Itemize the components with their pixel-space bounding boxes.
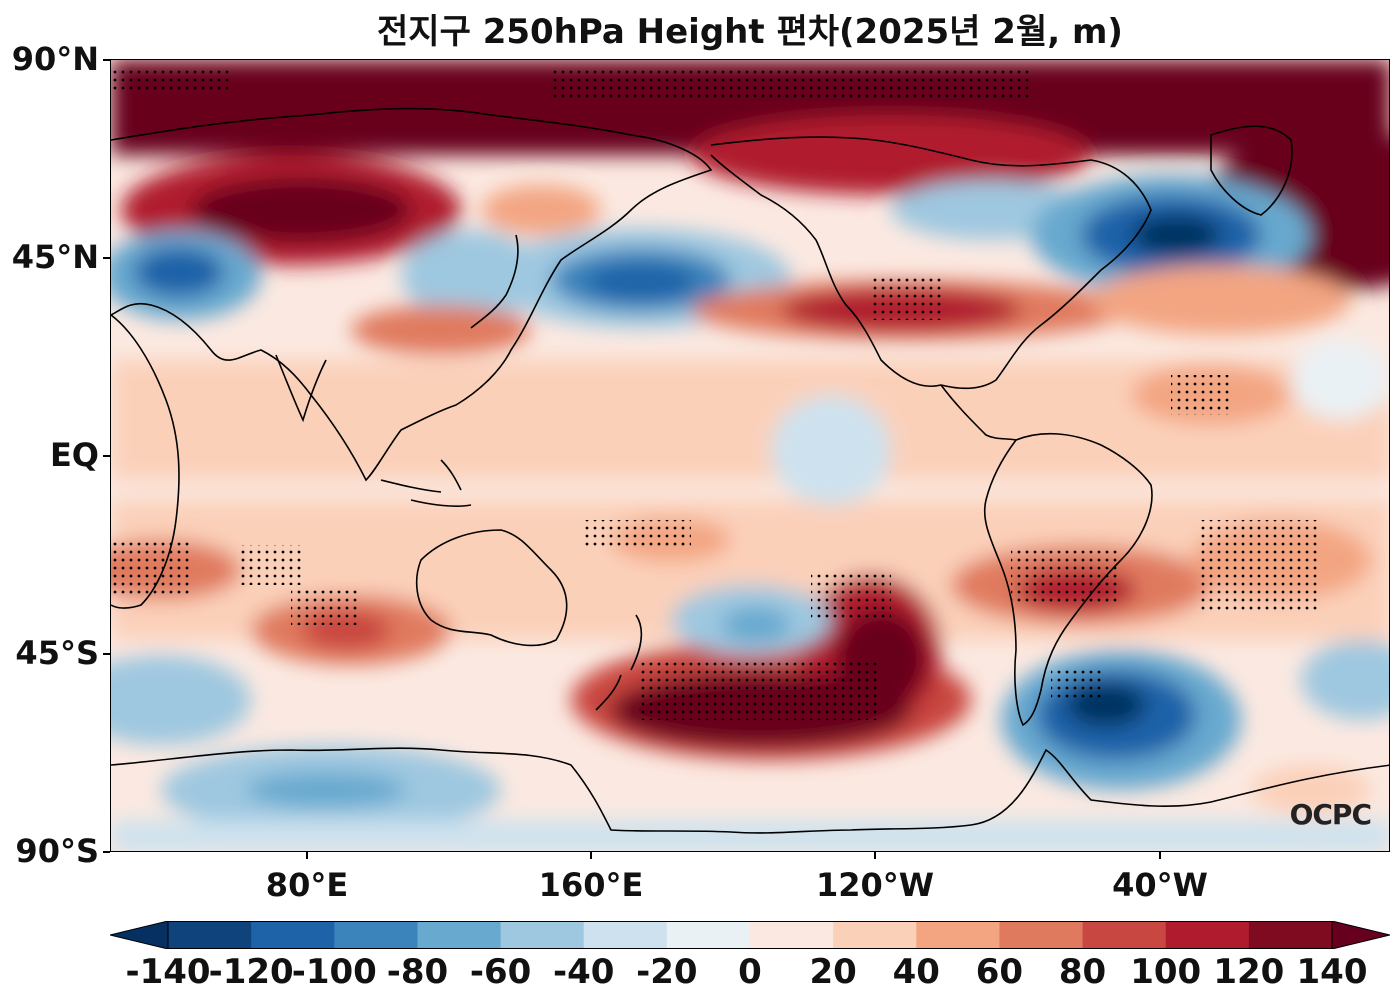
- colorbar-tick-label: 140: [1296, 952, 1368, 992]
- lat-tick: [103, 653, 110, 655]
- colorbar-tick-label: 120: [1213, 952, 1285, 992]
- colorbar-bin: [666, 921, 751, 949]
- lat-label-90n: 90°N: [11, 40, 99, 78]
- lat-tick: [103, 455, 110, 457]
- colorbar-tick-label: 100: [1130, 952, 1202, 992]
- colorbar-tick-label: 80: [1058, 952, 1107, 992]
- lat-tick: [103, 257, 110, 259]
- colorbar-tick-label: -80: [386, 952, 449, 992]
- map-title: 전지구 250hPa Height 편차(2025년 2월, m): [377, 12, 1123, 52]
- colorbar-tick-label: -120: [208, 952, 294, 992]
- colorbar-tick-label: 40: [892, 952, 940, 992]
- lon-tick: [306, 852, 308, 859]
- lon-tick: [1159, 852, 1161, 859]
- colorbar-tick-label: -100: [291, 952, 377, 992]
- lat-label-90s: 90°S: [15, 832, 99, 870]
- lat-label-45s: 45°S: [15, 634, 99, 672]
- colorbar-bin: [1082, 921, 1167, 949]
- colorbar-bin: [168, 921, 252, 949]
- lon-tick: [590, 852, 592, 859]
- colorbar-tick-label: 0: [738, 952, 762, 992]
- lon-label-160e: 160°E: [538, 866, 644, 904]
- lat-tick: [103, 59, 110, 61]
- colorbar-bin: [916, 921, 1000, 949]
- colorbar-tick-label: -140: [125, 952, 211, 992]
- colorbar-bin: [750, 921, 834, 949]
- colorbar-bin: [251, 921, 335, 949]
- colorbar-tick-label: -20: [636, 952, 698, 992]
- colorbar-bin: [1248, 921, 1333, 949]
- colorbar-bin: [833, 921, 917, 949]
- colorbar-tick-label: -40: [552, 952, 615, 992]
- colorbar: [110, 921, 1390, 949]
- colorbar-extend-min: [110, 921, 169, 949]
- colorbar-tick-label: 60: [975, 952, 1024, 992]
- colorbar-bin: [417, 921, 502, 949]
- colorbar-bin: [1165, 921, 1250, 949]
- lat-label-eq: EQ: [49, 436, 99, 474]
- lon-label-80e: 80°E: [265, 866, 349, 904]
- colorbar-tick-label: -60: [469, 952, 532, 992]
- colorbar-bin: [999, 921, 1084, 949]
- lat-tick: [103, 851, 110, 853]
- ocpc-logo: OCPC: [1289, 798, 1372, 831]
- colorbar-tick-label: 20: [809, 952, 857, 992]
- colorbar-bin: [583, 921, 668, 949]
- colorbar-extend-max: [1331, 921, 1390, 949]
- colorbar-bin: [500, 921, 585, 949]
- lon-label-120w: 120°W: [815, 866, 935, 904]
- lat-label-45n: 45°N: [11, 238, 99, 276]
- lon-label-40w: 40°W: [1112, 866, 1208, 904]
- colorbar-frame: [167, 921, 1333, 949]
- anomaly-map: OCPC: [110, 59, 1390, 852]
- lon-tick: [874, 852, 876, 859]
- colorbar-bin: [334, 921, 418, 949]
